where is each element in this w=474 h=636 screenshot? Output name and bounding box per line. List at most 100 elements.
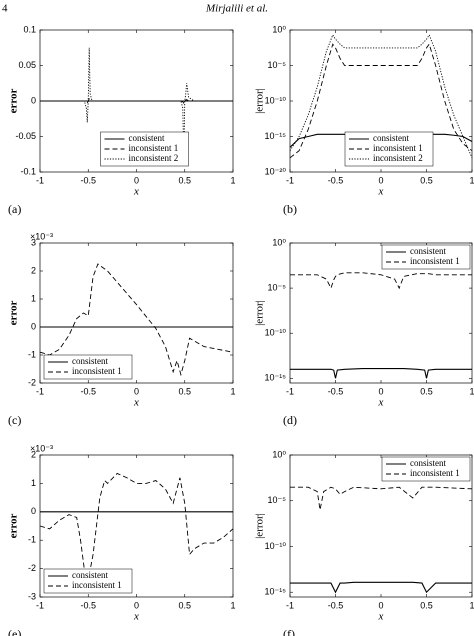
x-tick-label: 1 [469,386,474,396]
y-tick-label: 10⁰ [272,449,286,459]
legend-label: inconsistent 2 [373,153,423,163]
series-line [290,368,472,379]
y-tick-label: 10⁻²⁰ [265,166,287,176]
x-tick-label: -0.5 [80,175,96,185]
running-title: Mirjalili et al. [205,3,268,15]
series-line [39,263,234,377]
y-tick-label: 10⁰ [272,237,286,247]
x-tick-label: 0.5 [420,175,433,185]
y-tick-label: 0 [31,506,36,516]
y-tick-label: 10⁻⁵ [268,495,287,505]
y-axis-title: error [8,88,20,113]
y-tick-label: 10⁻¹⁵ [265,131,287,141]
y-tick-label: -2 [28,563,36,573]
x-tick-label: 1 [230,386,235,396]
series-line [290,486,473,510]
x-axis-title: x [378,186,384,198]
panel-label: (a) [8,202,21,216]
series-line [39,472,234,581]
y-tick-label: 1 [31,293,36,303]
x-tick-label: 0.5 [178,175,191,185]
panel-label: (d) [283,413,297,427]
y-axis-title: |error| [254,300,266,326]
legend-label: consistent [410,458,446,468]
legend-box [43,354,133,380]
y-tick-label: 10⁻¹⁰ [265,328,287,338]
panel-label: (f) [283,627,295,636]
panel-label: (e) [8,627,21,636]
legend-label: consistent [410,246,446,256]
panel-label: (c) [8,413,21,427]
y-tick-label: -2 [28,377,36,387]
x-tick-label: 1 [469,600,474,610]
x-axis-title: x [378,397,384,409]
y-tick-label: 10⁻⁵ [268,60,287,70]
legend-box [381,456,471,482]
x-tick-label: -0.5 [80,600,96,610]
x-axis-title: x [133,186,139,198]
series-line [290,272,472,290]
y-tick-label: 0.05 [18,60,36,70]
x-tick-label: 1 [230,600,235,610]
y-axis-title: error [8,300,20,325]
legend-label: inconsistent 1 [410,256,460,266]
x-tick-label: 0 [378,600,383,610]
x-axis-title: x [133,611,139,623]
legend-box [381,244,471,270]
x-tick-label: 0.5 [420,386,433,396]
page-number: 4 [2,3,8,15]
y-tick-label: 0 [31,95,36,105]
x-tick-label: -1 [286,600,294,610]
x-tick-label: 0 [134,175,139,185]
panel-label: (b) [283,202,297,216]
y-tick-label: 10⁻¹⁰ [265,95,287,105]
y-tick-label: 0 [31,321,36,331]
legend-label: inconsistent 1 [410,468,460,478]
x-tick-label: -1 [286,386,294,396]
y-tick-label: 10⁻¹⁰ [265,541,287,551]
y-axis-title: |error| [254,513,266,539]
y-tick-label: 10⁻⁵ [268,282,287,292]
y-multiplier: ×10⁻³ [30,231,53,241]
x-tick-label: -1 [36,386,44,396]
x-tick-label: -0.5 [328,175,344,185]
x-axis-title: x [133,397,139,409]
y-tick-label: 1 [31,478,36,488]
legend-label: consistent [72,356,108,366]
x-tick-label: 1 [469,175,474,185]
legend-label: consistent [373,133,409,143]
x-tick-label: 0 [378,175,383,185]
y-tick-label: -3 [28,591,36,601]
series-line [289,43,473,159]
x-axis-title: x [378,611,384,623]
x-tick-label: 0 [134,600,139,610]
series-line [40,47,233,162]
y-tick-label: -1 [28,535,36,545]
legend-label: inconsistent 2 [129,153,179,163]
y-tick-label: 2 [31,265,36,275]
x-tick-label: -1 [36,600,44,610]
x-tick-label: -1 [36,175,44,185]
x-tick-label: 0.5 [178,600,191,610]
x-tick-label: -1 [286,175,294,185]
legend-label: consistent [129,133,165,143]
x-tick-label: -0.5 [328,600,344,610]
legend-label: inconsistent 1 [129,143,179,153]
series-line [290,581,472,594]
x-tick-label: 0.5 [420,600,433,610]
x-tick-label: 0 [134,386,139,396]
y-axis-title: |error| [254,88,266,114]
series-line [289,33,473,158]
legend-label: inconsistent 1 [72,366,122,376]
y-axis-title: error [8,513,20,538]
x-tick-label: -0.5 [328,386,344,396]
y-tick-label: -1 [28,349,36,359]
x-tick-label: 0.5 [178,386,191,396]
legend-label: inconsistent 1 [72,580,122,590]
y-tick-label: 10⁰ [272,24,286,34]
y-tick-label: 10⁻¹⁵ [265,373,287,383]
legend-label: consistent [72,570,108,580]
x-tick-label: 1 [230,175,235,185]
y-tick-label: -0.05 [15,131,36,141]
